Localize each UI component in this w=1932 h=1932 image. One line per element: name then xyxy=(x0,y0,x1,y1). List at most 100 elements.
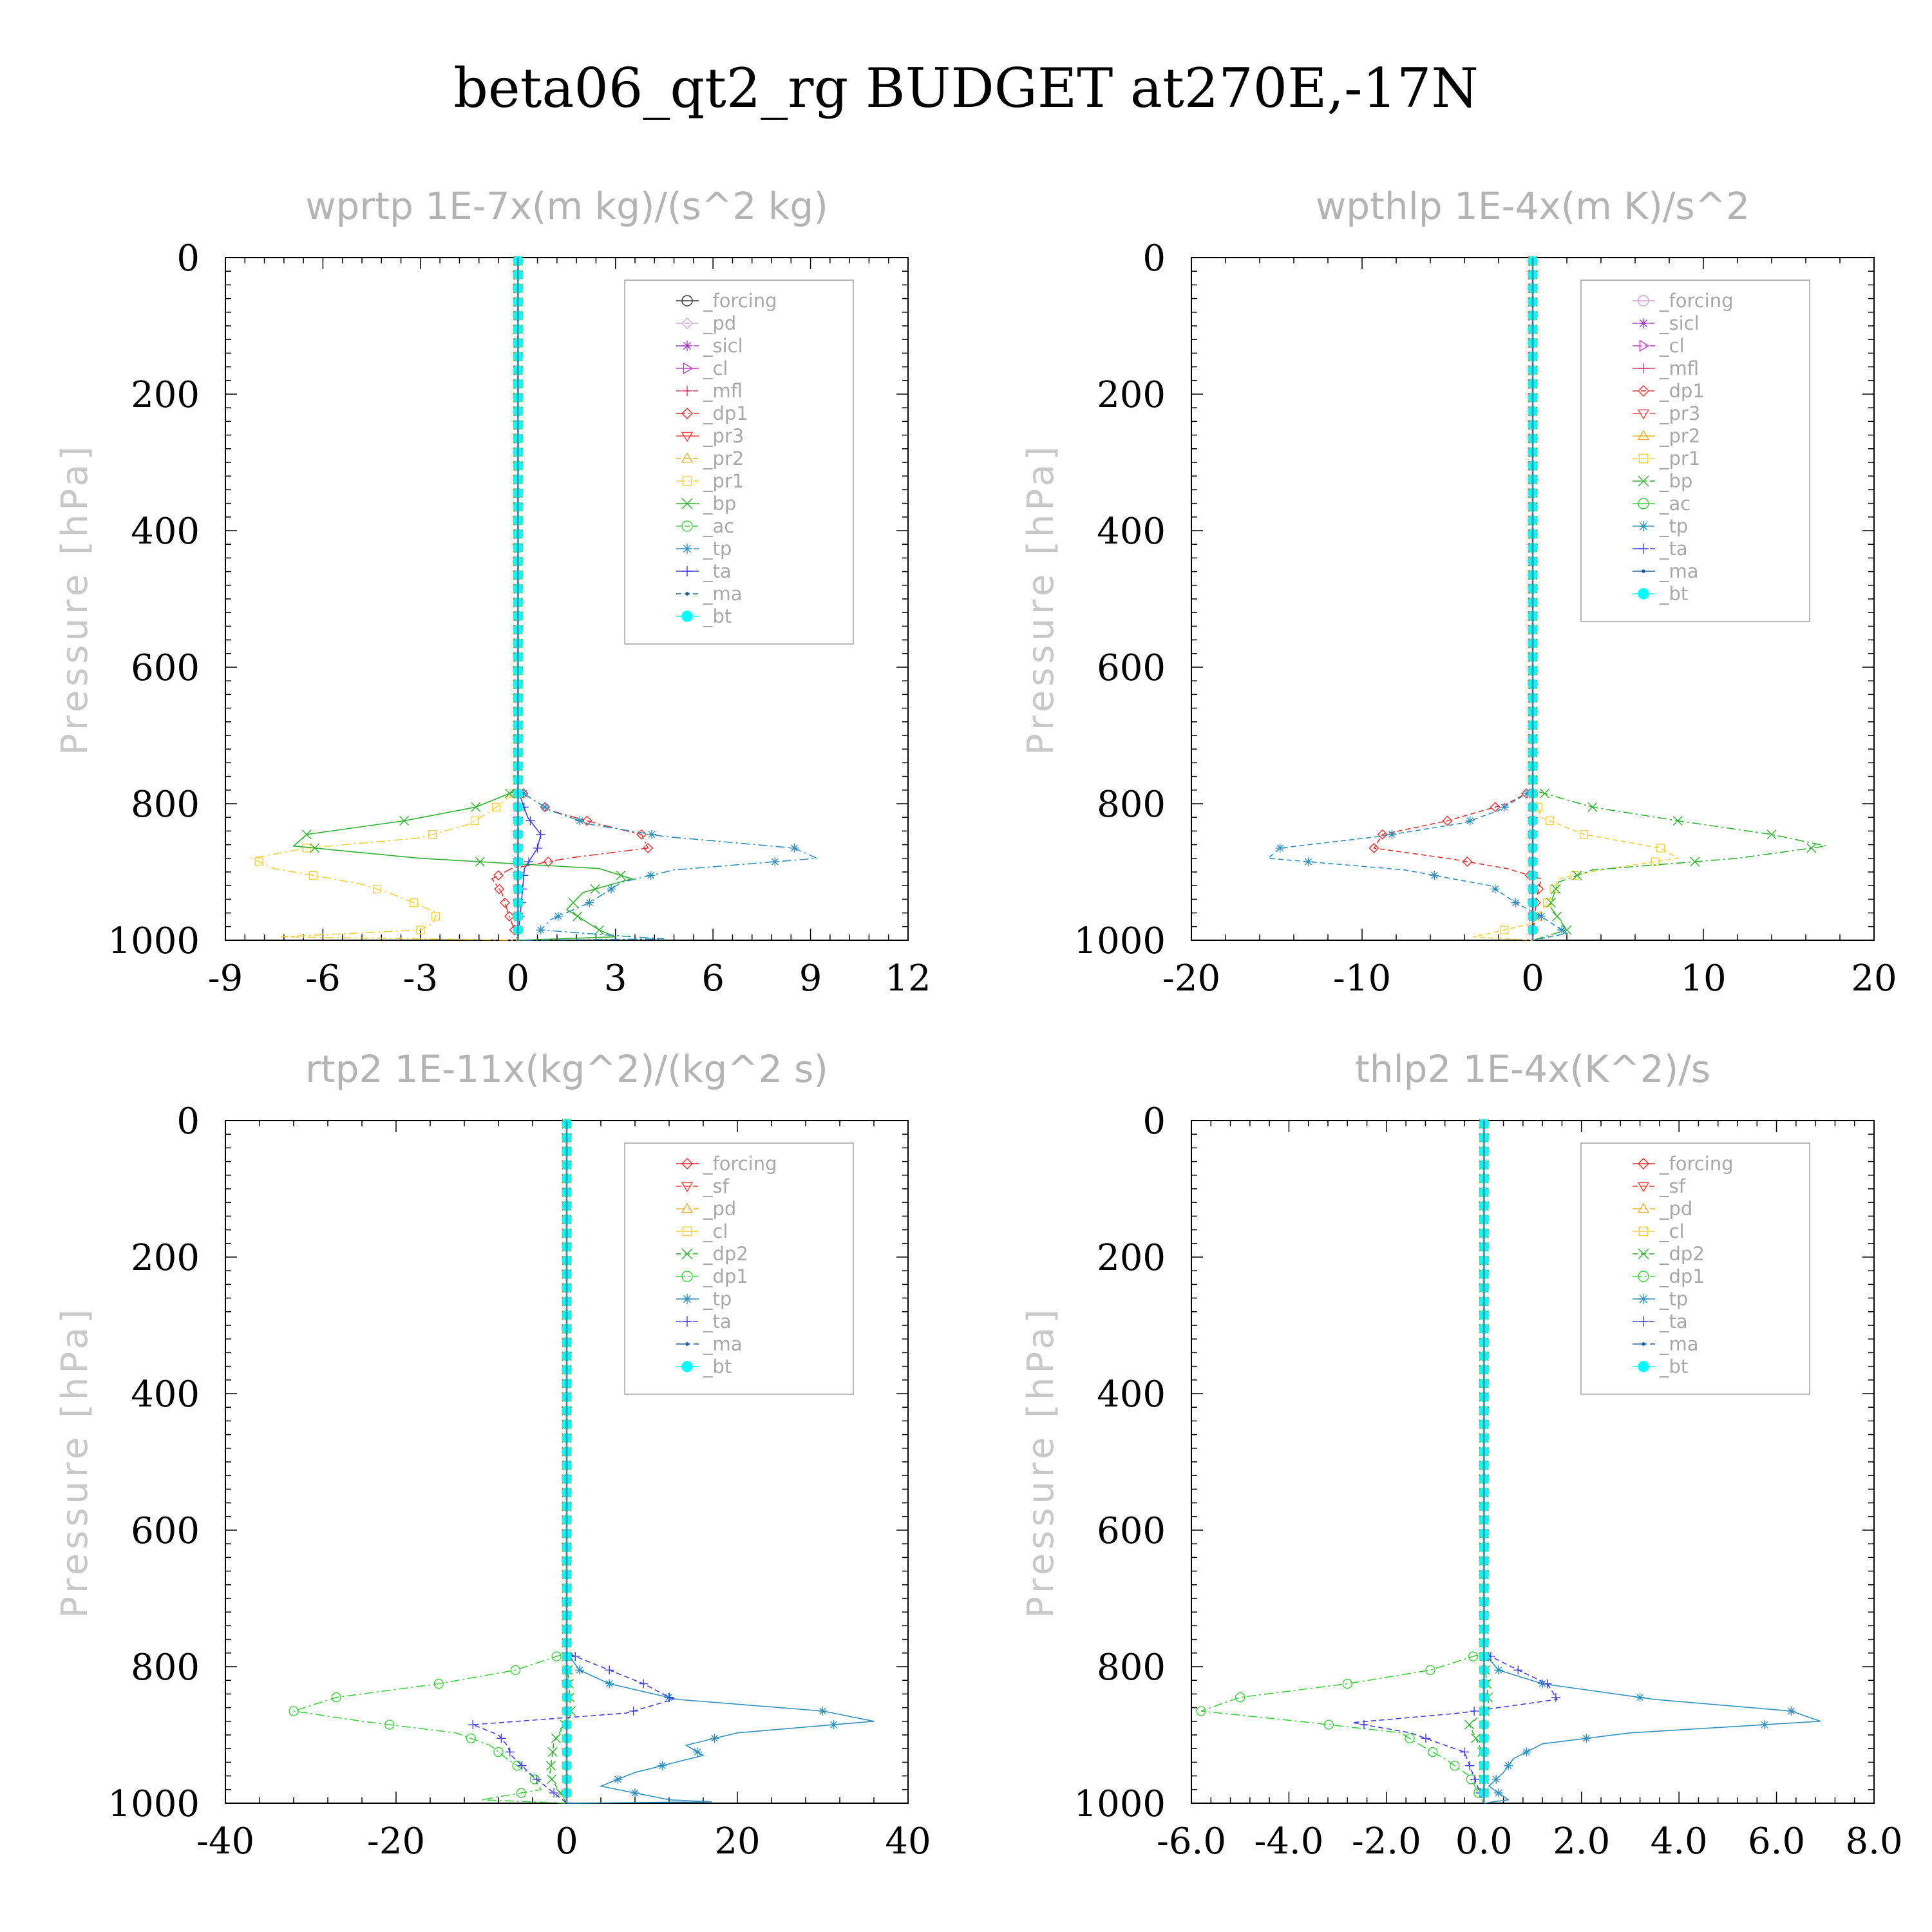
legend-label: _cl xyxy=(703,1220,728,1242)
legend-marker xyxy=(1642,569,1645,573)
x-tick-label: 20 xyxy=(1851,958,1897,999)
data-point xyxy=(1504,1761,1513,1770)
legend-marker xyxy=(681,1271,693,1282)
legend-label: _cl xyxy=(703,357,728,379)
legend-marker xyxy=(681,317,693,329)
data-point xyxy=(431,912,440,921)
legend-marker xyxy=(681,1248,693,1260)
data-point xyxy=(505,1747,515,1757)
data-point xyxy=(1551,884,1561,894)
legend-box xyxy=(624,279,854,645)
legend-box xyxy=(624,1142,854,1395)
legend-label: _tp xyxy=(703,538,732,560)
y-axis-label: Pressure [hPa] xyxy=(1020,442,1062,755)
series-line xyxy=(1267,258,1569,941)
legend-label: _dp2 xyxy=(1659,1243,1705,1265)
data-point xyxy=(629,1706,638,1716)
legend-label: _pd xyxy=(1659,1198,1692,1220)
y-tick-label: 400 xyxy=(1097,511,1166,553)
data-point xyxy=(613,1774,623,1784)
legend-label: _ta xyxy=(703,560,732,582)
legend-label: _sf xyxy=(703,1175,730,1197)
data-point xyxy=(639,1679,649,1689)
legend-marker xyxy=(682,544,692,554)
legend-marker xyxy=(681,408,693,419)
data-point xyxy=(1303,857,1313,867)
data-point xyxy=(471,802,481,812)
data-point xyxy=(254,857,263,866)
series-dp1 xyxy=(1196,1119,1489,1804)
data-point xyxy=(428,830,437,839)
data-point xyxy=(1323,1719,1334,1730)
data-point xyxy=(384,1719,395,1730)
data-point xyxy=(532,1774,542,1784)
legend-label: _pr1 xyxy=(703,470,744,492)
data-point xyxy=(547,1774,557,1785)
y-tick-label: 800 xyxy=(131,1647,200,1689)
legend-label: _pr1 xyxy=(1659,448,1700,469)
series-line xyxy=(293,1121,567,1804)
legend-label: _dp1 xyxy=(1659,1265,1705,1287)
x-tick-label: 10 xyxy=(1680,958,1726,999)
data-point xyxy=(1690,857,1700,867)
legend-label: _bp xyxy=(1659,470,1692,492)
legend-marker xyxy=(681,431,694,442)
legend-label: _dp1 xyxy=(703,402,748,424)
legend-box xyxy=(1580,279,1810,622)
legend-marker xyxy=(1638,544,1649,554)
data-point xyxy=(545,1761,556,1771)
data-point xyxy=(310,843,320,853)
legend-marker xyxy=(1638,1158,1649,1170)
data-point xyxy=(1470,1706,1479,1716)
legend-label: _cl xyxy=(1659,335,1685,357)
data-point xyxy=(605,1665,614,1675)
y-tick-label: 400 xyxy=(131,511,200,553)
data-point xyxy=(536,829,545,839)
series-pr1 xyxy=(249,256,522,941)
legend-marker xyxy=(681,452,694,463)
data-point xyxy=(1450,1760,1460,1771)
legend-label: _dp1 xyxy=(1659,380,1705,402)
legend-label: _bp xyxy=(703,493,736,515)
x-tick-label: 20 xyxy=(714,1821,760,1862)
series-bp xyxy=(292,256,634,941)
x-tick-label: 0.0 xyxy=(1455,1821,1513,1862)
legend-marker xyxy=(682,1294,692,1304)
legend-marker xyxy=(682,386,692,396)
chart-svg-rtp2: rtp2 1E-11x(kg^2)/(kg^2 s) Pressure [hPa]… xyxy=(54,1047,931,1862)
y-axis-label: Pressure [hPa] xyxy=(1020,1305,1062,1618)
data-point xyxy=(308,871,317,880)
panel-title: wpthlp 1E-4x(m K)/s^2 xyxy=(1316,184,1750,228)
data-point xyxy=(1425,1665,1435,1675)
data-point xyxy=(1462,857,1473,867)
x-tick-label: -2.0 xyxy=(1352,1821,1421,1862)
y-tick-label: 800 xyxy=(1097,1647,1166,1689)
legend-marker xyxy=(1637,430,1650,440)
legend-label: _bt xyxy=(703,1356,732,1378)
legend-marker xyxy=(1638,1361,1649,1372)
y-tick-label: 800 xyxy=(1097,784,1166,826)
legend-label: _pr3 xyxy=(703,425,744,447)
data-point xyxy=(1368,842,1379,853)
data-point xyxy=(491,802,501,811)
data-point xyxy=(1494,1788,1503,1798)
data-point xyxy=(1421,1734,1431,1743)
y-tick-label: 1000 xyxy=(1074,1783,1166,1825)
data-point xyxy=(416,925,425,934)
legend-label: _pd xyxy=(703,1198,736,1220)
data-point xyxy=(1500,925,1509,934)
y-tick-label: 200 xyxy=(131,374,200,416)
x-tick-label: 40 xyxy=(885,1821,931,1862)
data-point xyxy=(1490,884,1500,894)
legend-label: _bt xyxy=(703,605,732,627)
data-point xyxy=(551,1651,562,1662)
data-point xyxy=(1522,1747,1531,1757)
legend-marker xyxy=(1638,1316,1649,1327)
data-point xyxy=(575,816,585,826)
data-point xyxy=(693,1747,703,1757)
legend-marker xyxy=(1638,1294,1649,1304)
legend-label: _dp2 xyxy=(703,1243,748,1265)
series-line xyxy=(566,1121,875,1804)
data-point xyxy=(1545,816,1555,826)
data-point xyxy=(1428,1747,1438,1757)
